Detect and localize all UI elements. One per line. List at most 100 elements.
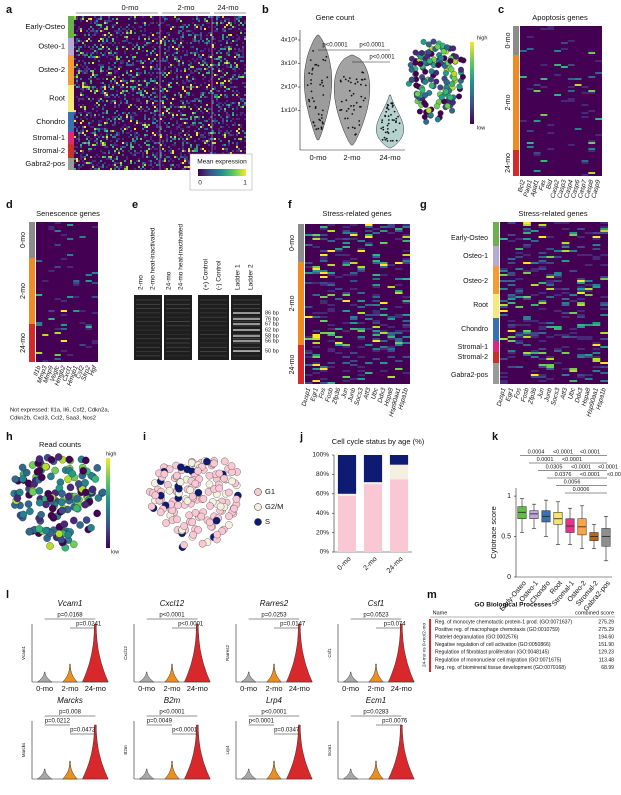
heatmap-a-cell (138, 60, 140, 62)
lane-label: Ladder 2 (248, 264, 255, 290)
heatmap-a-cell (222, 122, 224, 124)
heatmap-f-cell (320, 226, 328, 228)
heatmap-a-cell (200, 84, 202, 86)
legend-label: S (265, 517, 270, 526)
heatmap-g-cell (538, 300, 547, 302)
heatmap-a-cell (170, 72, 172, 74)
heatmap-f-cell (350, 224, 358, 226)
heatmap-f-cell (312, 334, 320, 336)
heatmap-d-cell (73, 284, 80, 286)
heatmap-a-cell (142, 156, 144, 158)
heatmap-a-cell (236, 66, 238, 68)
heatmap-a-cell (110, 20, 112, 22)
gene-label: Junb (543, 387, 554, 404)
heatmap-a-cell (92, 34, 94, 36)
umap-cell (42, 526, 50, 535)
heatmap-a-cell (164, 60, 166, 62)
umap-cell (414, 91, 421, 97)
heatmap-g-cell (584, 264, 593, 266)
heatmap-a-cell (170, 44, 172, 46)
heatmap-a-cell (138, 100, 140, 102)
heatmap-a-cell (230, 28, 232, 30)
umap-cell (437, 84, 444, 91)
heatmap-a-cell (190, 42, 192, 44)
heatmap-a-cell (80, 114, 82, 116)
heatmap-a-cell (86, 96, 88, 98)
heatmap-a-cell (172, 150, 174, 152)
heatmap-f-cell (342, 362, 350, 364)
legend-label: G2/M (265, 502, 283, 511)
heatmap-a-cell (238, 92, 240, 94)
heatmap-f-cell (387, 232, 395, 234)
lane-label: Ladder 1 (235, 264, 242, 290)
heatmap-a-cell (202, 40, 204, 42)
heatmap-a-cell (180, 100, 182, 102)
heatmap-a-cell (104, 152, 106, 154)
heatmap-a-cell (190, 62, 192, 64)
heatmap-a-cell (220, 84, 222, 86)
heatmap-c-cell (595, 60, 602, 62)
umap-cell (94, 494, 103, 502)
heatmap-g-cell (523, 224, 531, 226)
heatmap-a-cell (176, 106, 178, 108)
cell-dot (310, 79, 312, 81)
p-value: 0.0004 (528, 449, 545, 455)
heatmap-a-cell (214, 152, 216, 154)
heatmap-a-cell (182, 26, 184, 28)
heatmap-a-cell (146, 130, 148, 132)
heatmap-a-cell (194, 122, 196, 124)
heatmap-f-cell (357, 248, 365, 250)
heatmap-a-cell (156, 64, 158, 66)
heatmap-a-cell (172, 152, 174, 154)
heatmap-a-cell (120, 56, 122, 58)
heatmap-a-cell (206, 140, 208, 142)
heatmap-g-cell (523, 254, 531, 256)
heatmap-a-cell (138, 48, 140, 50)
umap-cell (449, 107, 456, 114)
heatmap-a-cell (146, 44, 148, 46)
heatmap-a-cell (110, 52, 112, 54)
heatmap-a-cell (76, 50, 78, 52)
heatmap-a-cell (120, 116, 122, 118)
heatmap-f-cell (312, 270, 320, 272)
heatmap-c-cell (561, 66, 568, 68)
lane-label: 24-mo (166, 271, 173, 290)
heatmap-f-cell (327, 272, 335, 274)
umap-cell (173, 471, 181, 480)
heatmap-g-cell (569, 380, 578, 382)
heatmap-g-cell (507, 320, 516, 322)
heatmap-a-cell (134, 114, 136, 116)
age-strip (29, 222, 35, 258)
heatmap-a-cell (196, 144, 198, 146)
heatmap-g-cell (530, 230, 539, 232)
heatmap-a-cell (128, 112, 130, 114)
umap-cell (35, 466, 44, 475)
heatmap-a-cell (238, 132, 240, 134)
heatmap-f-cell (402, 300, 410, 302)
heatmap-a-cell (224, 132, 226, 134)
heatmap-a-cell (90, 148, 92, 150)
heatmap-a-cell (210, 78, 212, 80)
heatmap-a-cell (232, 124, 234, 126)
heatmap-a-cell (100, 140, 102, 142)
heatmap-a-cell (126, 30, 128, 32)
p-value: p=0.0523 (363, 613, 389, 619)
heatmap-a-cell (136, 136, 138, 138)
heatmap-g-cell (546, 280, 554, 282)
heatmap-a-cell (216, 18, 218, 20)
heatmap-g-cell (561, 222, 570, 224)
heatmap-c-cell (581, 162, 589, 164)
heatmap-a-cell (102, 128, 104, 130)
heatmap-a-cell (208, 56, 210, 58)
heatmap-a-cell (234, 26, 236, 28)
heatmap-a-cell (228, 132, 230, 134)
heatmap-a-cell (86, 40, 88, 42)
heatmap-a-cell (218, 130, 220, 132)
heatmap-a-cell (188, 138, 190, 140)
age-label: 24-mo (505, 153, 512, 173)
heatmap-a-cell (98, 64, 100, 66)
heatmap-a-cell (244, 76, 246, 78)
heatmap-a-cell (144, 78, 146, 80)
heatmap-a-cell (122, 40, 124, 42)
heatmap-a-cell (206, 20, 208, 22)
